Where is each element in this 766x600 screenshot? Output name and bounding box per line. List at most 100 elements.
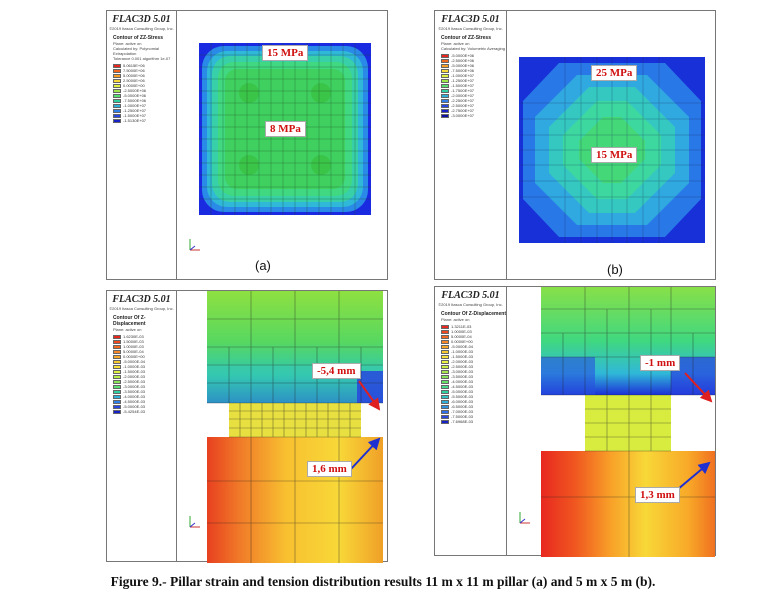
legend-entry: -7.5000E+06 — [441, 68, 506, 73]
legend-entry: -7.0000E-03 — [441, 409, 506, 414]
legend-entry: 2.5000E+06 — [113, 78, 176, 83]
legend-value: -7.5000E-03 — [451, 414, 474, 419]
legend-value: -4.5000E-03 — [123, 399, 146, 404]
panel-d: FLAC3D 5.01 ©2019 Itasca Consulting Grou… — [434, 286, 716, 557]
legend-a: FLAC3D 5.01 ©2019 Itasca Consulting Grou… — [107, 11, 177, 279]
legend-entry: -1.5000E+07 — [113, 113, 176, 118]
copyright: ©2019 Itasca Consulting Group, Inc. — [438, 26, 503, 31]
legend-entry: -1.0000E-03 — [441, 349, 506, 354]
legend-swatch — [441, 108, 449, 113]
arrow-upper — [684, 372, 713, 403]
axes-triad-icon — [519, 512, 530, 524]
legend-value: -5.0000E-04 — [451, 344, 474, 349]
legend-value: -5.4254E-03 — [123, 409, 146, 414]
legend-value: -5.0000E+06 — [451, 53, 475, 58]
legend-entry: -4.5000E-03 — [113, 399, 176, 404]
legend-swatch — [113, 113, 121, 118]
legend-swatch — [441, 349, 449, 354]
legend-entry: 5.0000E-04 — [113, 349, 176, 354]
legend-entry: -4.0000E-03 — [113, 394, 176, 399]
legend-entry: -5.0000E-03 — [441, 389, 506, 394]
legend-swatch — [113, 93, 121, 98]
legend-swatch — [113, 394, 121, 399]
legend-swatch — [113, 369, 121, 374]
legend-line: Plane: active on — [441, 41, 470, 46]
copyright: ©2019 Itasca Consulting Group, Inc. — [109, 26, 174, 31]
legend-value: 5.0000E+06 — [123, 73, 145, 78]
legend-entry: 7.5000E+06 — [113, 68, 176, 73]
legend-swatch — [113, 374, 121, 379]
legend-value: 1.6230E-03 — [123, 334, 144, 339]
legend-swatch — [441, 113, 449, 118]
legend-value: 1.0000E-03 — [451, 329, 472, 334]
legend-value: -2.5000E+06 — [123, 88, 147, 93]
legend-swatch — [441, 339, 449, 344]
legend-line: Tolerance 0.001 algorithm 1e-07 — [113, 56, 171, 61]
legend-value: -7.0000E-03 — [451, 409, 474, 414]
legend-swatch — [441, 389, 449, 394]
legend-value: -1.0000E+07 — [123, 103, 147, 108]
axes-triad-icon — [189, 239, 200, 251]
legend-value: -6.0000E-03 — [451, 399, 474, 404]
label-lower-displacement: 1,6 mm — [307, 461, 352, 477]
legend-value: 5.0000E-04 — [123, 349, 144, 354]
legend-swatch — [441, 384, 449, 389]
contour-title: Contour Of Z-Displacement — [113, 315, 146, 327]
mesh-grid — [207, 291, 383, 563]
legend-entry: -1.2500E+07 — [113, 108, 176, 113]
legend-value: -2.5000E-03 — [451, 364, 474, 369]
legend-line: Plane: active on — [113, 41, 142, 46]
legend-swatch — [113, 399, 121, 404]
legend-value: -1.5000E-03 — [123, 369, 146, 374]
copyright: ©2019 Itasca Consulting Group, Inc. — [438, 302, 503, 307]
legend-value: -5.0000E-03 — [123, 404, 146, 409]
legend-entry: -5.0000E+06 — [113, 93, 176, 98]
label-top-stress: 25 MPa — [591, 65, 638, 81]
legend-swatch — [441, 409, 449, 414]
legend-swatch — [441, 329, 449, 334]
legend-value: 0.0000E+00 — [123, 83, 145, 88]
legend-entry: -5.0000E-04 — [113, 359, 176, 364]
legend-swatch — [113, 118, 121, 123]
legend-entry: -6.0000E-03 — [441, 399, 506, 404]
legend-entry: -2.5000E+06 — [113, 88, 176, 93]
legend-value: -5.0000E-04 — [123, 359, 146, 364]
figure-caption: Figure 9.- Pillar strain and tension dis… — [110, 574, 656, 589]
legend-swatch — [113, 88, 121, 93]
legend-entry: 1.0000E-03 — [441, 329, 506, 334]
legend-value: -4.5000E-03 — [451, 384, 474, 389]
axes-triad-icon — [189, 516, 200, 528]
legend-swatch — [113, 73, 121, 78]
software-title: FLAC3D 5.01 — [441, 290, 500, 301]
legend-entry: -7.5000E-03 — [441, 414, 506, 419]
legend-value: -5.0000E+06 — [451, 63, 475, 68]
legend-entry: -1.2500E+07 — [441, 78, 506, 83]
color-scale: 1.3211E-03 1.0000E-03 5.0000E-04 0.0000E+00… — [441, 324, 506, 424]
arrow-lower — [350, 437, 381, 470]
arrow-upper — [358, 380, 381, 411]
legend-value: 5.0615E+06 — [123, 63, 145, 68]
legend-swatch — [113, 83, 121, 88]
legend-value: 2.5000E+06 — [123, 78, 145, 83]
color-scale: 5.0615E+06 7.5000E+06 5.0000E+06 2.5000E+06… — [113, 63, 176, 123]
legend-entry: 5.0000E-04 — [441, 334, 506, 339]
legend-value: 0.0000E+00 — [123, 354, 145, 359]
panel-letter: (b) — [607, 262, 623, 277]
legend-swatch — [441, 68, 449, 73]
legend-value: -1.5130E+07 — [123, 118, 147, 123]
legend-swatch — [113, 63, 121, 68]
legend-entry: -3.5000E-03 — [113, 389, 176, 394]
legend-value: 5.0000E-04 — [451, 334, 472, 339]
legend-entry: 0.0000E+00 — [113, 83, 176, 88]
legend-swatch — [441, 379, 449, 384]
contour-title: Contour of ZZ-Stress — [113, 35, 163, 41]
legend-value: -7.5000E+06 — [451, 68, 475, 73]
legend-entry: -1.5000E-03 — [113, 369, 176, 374]
legend-value: -4.0000E-03 — [451, 379, 474, 384]
legend-entry: -2.0000E-03 — [441, 359, 506, 364]
legend-swatch — [441, 419, 449, 424]
legend-swatch — [113, 404, 121, 409]
legend-entry: -7.6968E-03 — [441, 419, 506, 424]
legend-d: FLAC3D 5.01 ©2019 Itasca Consulting Grou… — [435, 287, 507, 555]
contour-title: Contour of ZZ-Stress — [441, 35, 491, 41]
